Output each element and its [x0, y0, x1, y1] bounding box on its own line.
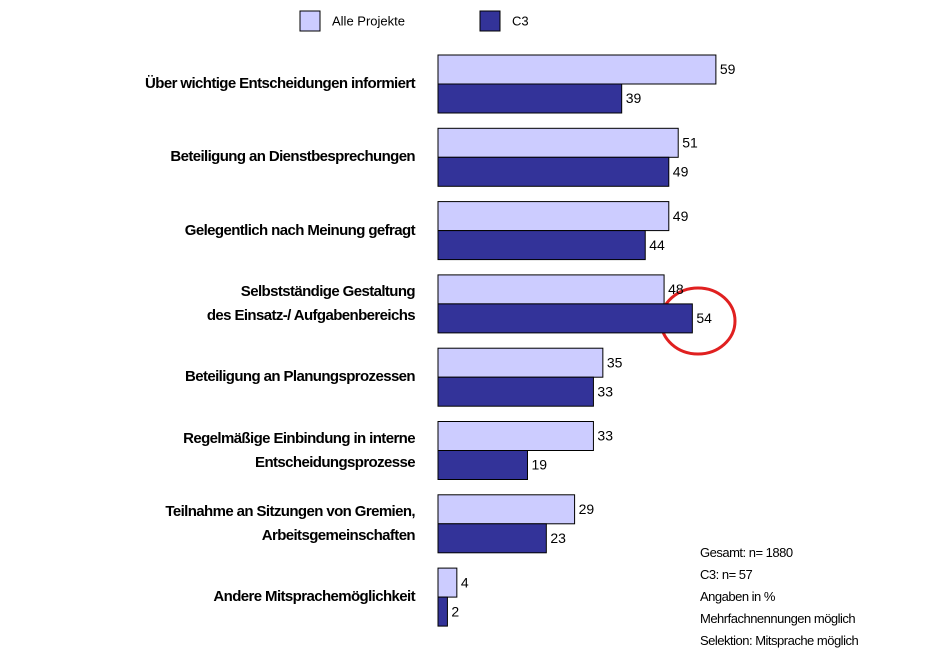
footnote: Angaben in %	[700, 589, 775, 604]
bar	[437, 274, 665, 305]
legend-swatch	[479, 10, 501, 32]
legend-label: C3	[512, 13, 529, 28]
category-label: Beteiligung an Planungsprozessen	[184, 368, 416, 386]
category-label: Teilnahme an Sitzungen von Gremien, Arbe…	[165, 502, 415, 544]
footnote: Mehrfachnennungen möglich	[700, 611, 856, 626]
bar	[437, 450, 528, 480]
value-label: 29	[579, 501, 595, 517]
value-label: 49	[673, 208, 689, 224]
category-label: Über wichtige Entscheidungen informiert	[145, 75, 416, 92]
footnote: Selektion: Mitsprache möglich	[700, 633, 859, 648]
bar	[437, 596, 448, 627]
category-label: Andere Mitsprachemöglichkeit	[213, 588, 415, 606]
bar	[437, 201, 670, 232]
legend-swatch	[299, 10, 321, 32]
value-label: 19	[531, 457, 547, 473]
bar	[437, 54, 717, 85]
bar	[437, 567, 458, 598]
value-label: 49	[673, 164, 689, 180]
value-label: 48	[668, 281, 684, 297]
category-label: Beteiligung an Dienstbesprechungen	[170, 148, 415, 166]
bar	[437, 347, 604, 378]
bar	[437, 230, 646, 261]
bar	[437, 376, 594, 407]
category-label: Regelmäßige Einbindung in interne Entsch…	[183, 429, 415, 471]
bar	[437, 421, 594, 451]
category-label: Selbstständige Gestaltung des Einsatz-/ …	[206, 282, 416, 324]
bar	[437, 523, 547, 554]
footnote: C3: n= 57	[700, 567, 753, 582]
value-label: 51	[682, 135, 698, 151]
footnote: Gesamt: n= 1880	[700, 545, 793, 560]
value-label: 59	[720, 61, 736, 77]
bar	[437, 156, 670, 187]
value-label: 4	[461, 574, 469, 590]
bar	[437, 127, 679, 158]
value-label: 2	[451, 603, 459, 619]
value-label: 39	[626, 90, 642, 106]
legend-label: Alle Projekte	[332, 13, 405, 28]
bar	[437, 494, 576, 525]
value-label: 44	[649, 237, 665, 253]
value-label: 23	[550, 530, 566, 546]
bar	[437, 303, 693, 334]
value-label: 33	[597, 383, 613, 399]
value-label: 54	[696, 310, 712, 326]
value-label: 35	[607, 354, 623, 370]
category-label: Gelegentlich nach Meinung gefragt	[184, 221, 416, 239]
bar	[437, 83, 623, 114]
value-label: 33	[597, 428, 613, 444]
